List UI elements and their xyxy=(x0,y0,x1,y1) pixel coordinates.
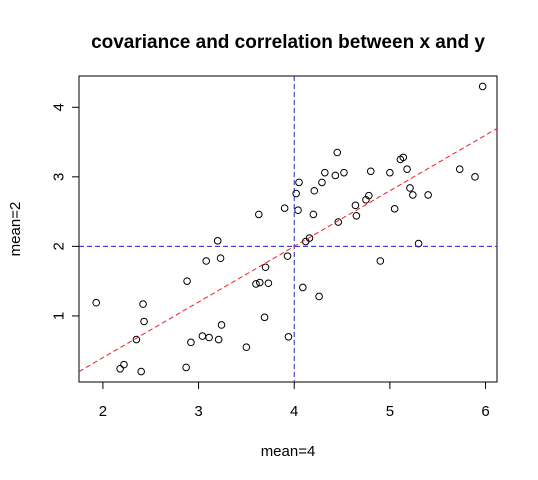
data-point xyxy=(390,205,399,213)
data-point xyxy=(187,338,195,347)
data-point xyxy=(331,171,340,180)
data-point xyxy=(216,254,225,263)
data-point xyxy=(140,317,148,326)
data-point xyxy=(318,178,326,187)
data-point xyxy=(120,360,128,369)
data-point xyxy=(183,277,191,285)
data-point xyxy=(424,191,432,199)
data-point xyxy=(351,201,360,210)
data-point xyxy=(310,186,319,195)
data-point xyxy=(205,333,213,342)
data-point xyxy=(386,168,394,177)
x-tick-label: 3 xyxy=(194,403,202,420)
data-point xyxy=(376,257,385,265)
data-point xyxy=(255,210,263,219)
data-point xyxy=(264,279,273,288)
x-tick-label: 2 xyxy=(99,403,107,420)
y-tick-label: 4 xyxy=(51,103,68,111)
data-point xyxy=(340,168,348,177)
data-point xyxy=(137,367,145,376)
data-point xyxy=(294,206,302,215)
y-axis: 1 2 3 4 xyxy=(51,103,80,320)
data-point xyxy=(182,363,190,372)
data-point xyxy=(260,313,269,322)
data-point xyxy=(406,184,414,192)
data-point xyxy=(352,211,361,220)
data-point xyxy=(261,263,270,272)
data-point xyxy=(202,257,211,265)
data-point xyxy=(478,82,487,91)
data-point xyxy=(299,283,307,292)
regression-line xyxy=(78,128,498,373)
data-point xyxy=(471,173,479,181)
x-axis-label: mean=4 xyxy=(261,443,316,460)
data-point xyxy=(198,332,207,340)
data-point xyxy=(399,153,408,162)
data-point xyxy=(403,165,411,173)
y-tick-label: 1 xyxy=(51,312,68,320)
chart-title: covariance and correlation between x and… xyxy=(91,32,485,53)
data-point xyxy=(217,321,226,329)
data-point xyxy=(333,148,342,157)
data-point xyxy=(116,364,124,373)
data-point xyxy=(315,292,323,301)
data-point xyxy=(334,218,343,226)
data-points xyxy=(92,82,487,376)
data-point xyxy=(132,335,141,344)
data-point xyxy=(305,234,314,242)
data-point xyxy=(292,189,300,198)
data-point xyxy=(409,191,417,199)
data-point xyxy=(252,280,260,288)
x-tick-label: 6 xyxy=(481,403,489,420)
x-tick-label: 4 xyxy=(290,403,298,420)
data-point xyxy=(295,178,303,187)
plot-frame xyxy=(78,75,498,383)
data-point xyxy=(214,335,223,344)
data-point xyxy=(365,191,373,200)
data-point xyxy=(213,237,222,245)
data-point xyxy=(284,332,293,341)
data-point xyxy=(283,252,292,260)
y-tick-label: 2 xyxy=(51,242,68,250)
y-tick-label: 3 xyxy=(51,173,68,181)
data-point xyxy=(139,300,147,308)
data-point xyxy=(309,210,318,219)
data-point xyxy=(321,168,329,177)
data-point xyxy=(242,343,251,352)
data-point xyxy=(255,278,264,287)
data-point xyxy=(414,239,423,248)
data-point xyxy=(92,298,101,307)
data-point xyxy=(280,204,289,212)
data-point xyxy=(455,165,464,173)
reference-lines xyxy=(78,76,498,382)
y-axis-label: mean=2 xyxy=(7,202,24,257)
x-tick-label: 5 xyxy=(386,403,394,420)
x-axis: 2 3 4 5 6 xyxy=(99,381,490,420)
data-point xyxy=(366,167,375,176)
